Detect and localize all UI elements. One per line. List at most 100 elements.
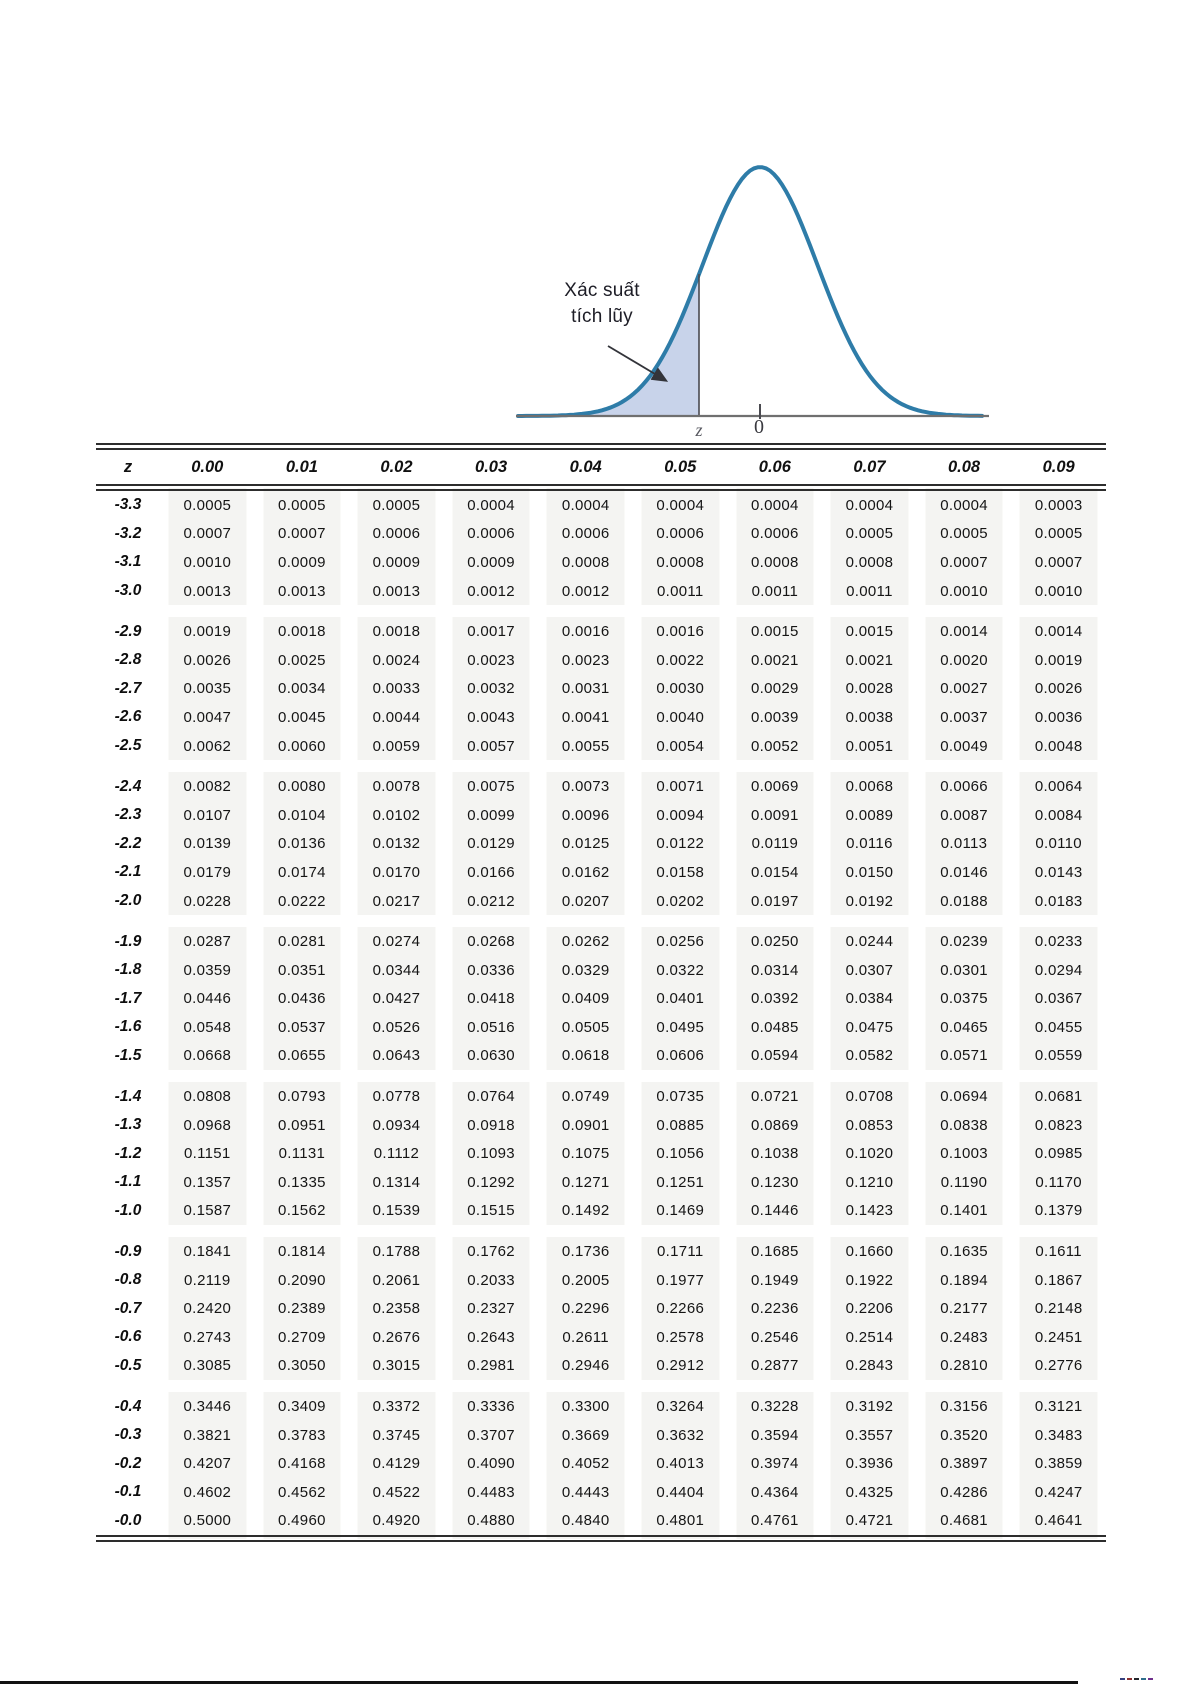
table-cell: 0.2358 <box>349 1294 444 1324</box>
table-cell: 0.0197 <box>727 886 823 916</box>
table-cell: 0.0367 <box>1011 984 1106 1014</box>
table-cell: 0.3520 <box>916 1420 1012 1450</box>
table-cell: 0.3228 <box>727 1392 823 1421</box>
table-cell: 0.0107 <box>160 800 255 830</box>
table-row: -1.2 0.1151 0.1131 0.1112 0.1093 0.1075 0.1056… <box>96 1139 1106 1169</box>
row-label-z: -1.6 <box>114 1018 142 1036</box>
table-cell: 0.0049 <box>916 731 1012 761</box>
table-row: -2.0 0.0228 0.0222 0.0217 0.0212 0.0207 0.0202… <box>96 886 1106 916</box>
table-row: -2.3 0.0107 0.0104 0.0102 0.0099 0.0096 0.0094… <box>96 800 1106 830</box>
table-cell: 0.0005 <box>916 519 1012 549</box>
table-cell: 0.0096 <box>538 800 633 830</box>
table-cell: 0.1562 <box>254 1196 350 1226</box>
table-cell: 0.0244 <box>822 927 917 956</box>
table-cell: 0.1446 <box>727 1196 823 1226</box>
table-row: -2.7 0.0035 0.0034 0.0033 0.0032 0.0031 0.0030… <box>96 674 1106 704</box>
table-cell: 0.2206 <box>822 1294 917 1324</box>
table-cell: 0.0934 <box>349 1110 444 1140</box>
table-cell: 0.3783 <box>254 1420 350 1450</box>
table-cell: 0.0020 <box>916 645 1012 675</box>
table-cell: 0.0057 <box>443 731 539 761</box>
table-cell: 0.0314 <box>727 955 823 985</box>
row-label-z: -1.3 <box>114 1116 142 1134</box>
table-row: -1.3 0.0968 0.0951 0.0934 0.0918 0.0901 0.0885… <box>96 1110 1106 1140</box>
table-cell: 0.0010 <box>916 576 1012 606</box>
table-cell: 0.4880 <box>443 1506 539 1539</box>
table-cell: 0.0516 <box>443 1013 539 1042</box>
table-cell: 0.0838 <box>916 1110 1012 1140</box>
table-cell: 0.4247 <box>1011 1478 1106 1507</box>
table-cell: 0.0170 <box>349 858 444 887</box>
table-row: -1.1 0.1357 0.1335 0.1314 0.1292 0.1271 0.1251… <box>96 1168 1106 1197</box>
group-spacer <box>96 605 1106 617</box>
table-cell: 0.4325 <box>822 1478 917 1507</box>
group-spacer <box>96 1225 1106 1237</box>
table-cell: 0.0004 <box>916 487 1012 520</box>
table-cell: 0.2389 <box>254 1294 350 1324</box>
table-cell: 0.0039 <box>727 703 823 732</box>
table-cell: 0.3594 <box>727 1420 823 1450</box>
table-cell: 0.0307 <box>822 955 917 985</box>
column-header: z <box>96 446 160 491</box>
table-cell: 0.0013 <box>349 576 444 606</box>
row-label-z: -0.5 <box>114 1356 142 1374</box>
table-cell: 0.3557 <box>822 1420 917 1450</box>
table-cell: 0.3015 <box>349 1351 444 1381</box>
table-row: -2.4 0.0082 0.0080 0.0078 0.0075 0.0073 0.0071… <box>96 772 1106 801</box>
table-cell: 0.0150 <box>822 858 917 887</box>
table-cell: 0.4761 <box>727 1506 823 1539</box>
table-cell: 0.1469 <box>632 1196 728 1226</box>
row-label-z: -0.4 <box>114 1397 142 1415</box>
table-cell: 0.0006 <box>727 519 823 549</box>
table-cell: 0.0344 <box>349 955 444 985</box>
table-cell: 0.0022 <box>632 645 728 675</box>
row-label-z: -0.0 <box>114 1511 142 1529</box>
table-cell: 0.1210 <box>822 1168 917 1197</box>
table-cell: 0.4286 <box>916 1478 1012 1507</box>
table-cell: 0.2148 <box>1011 1294 1106 1324</box>
table-cell: 0.0008 <box>822 548 917 577</box>
table-cell: 0.2119 <box>160 1265 255 1295</box>
table-cell: 0.0009 <box>254 548 350 577</box>
table-cell: 0.4364 <box>727 1478 823 1507</box>
table-cell: 0.0006 <box>443 519 539 549</box>
column-header: 0.05 <box>632 446 728 491</box>
table-cell: 0.0091 <box>727 800 823 830</box>
table-cell: 0.4602 <box>160 1478 255 1507</box>
table-row: -0.5 0.3085 0.3050 0.3015 0.2981 0.2946 0.2912… <box>96 1351 1106 1381</box>
table-cell: 0.1660 <box>822 1237 917 1266</box>
table-row: -2.9 0.0019 0.0018 0.0018 0.0017 0.0016 0.0016… <box>96 617 1106 646</box>
table-cell: 0.0004 <box>443 487 539 520</box>
table-row: -1.9 0.0287 0.0281 0.0274 0.0268 0.0262 0.0256… <box>96 927 1106 956</box>
table-cell: 0.0026 <box>1011 674 1106 704</box>
table-cell: 0.0035 <box>160 674 255 704</box>
table-cell: 0.0294 <box>1011 955 1106 985</box>
table-cell: 0.3897 <box>916 1449 1012 1478</box>
table-cell: 0.0630 <box>443 1041 539 1071</box>
table-row: -2.8 0.0026 0.0025 0.0024 0.0023 0.0023 0.0022… <box>96 645 1106 675</box>
table-cell: 0.0174 <box>254 858 350 887</box>
row-label-z: -0.7 <box>114 1299 142 1317</box>
table-cell: 0.0188 <box>916 886 1012 916</box>
table-cell: 0.1977 <box>632 1265 728 1295</box>
table-row: -3.0 0.0013 0.0013 0.0013 0.0012 0.0012 0.0011… <box>96 576 1106 606</box>
page-bottom-rule <box>0 1681 1078 1684</box>
table-cell: 0.2578 <box>632 1323 728 1352</box>
table-cell: 0.0069 <box>727 772 823 801</box>
group-spacer <box>96 1380 1106 1392</box>
table-cell: 0.1922 <box>822 1265 917 1295</box>
table-cell: 0.4641 <box>1011 1506 1106 1539</box>
table-cell: 0.3859 <box>1011 1449 1106 1478</box>
table-cell: 0.0059 <box>349 731 444 761</box>
table-cell: 0.0008 <box>538 548 633 577</box>
table-cell: 0.0446 <box>160 984 255 1014</box>
table-cell: 0.0129 <box>443 829 539 859</box>
table-cell: 0.0031 <box>538 674 633 704</box>
table-cell: 0.4522 <box>349 1478 444 1507</box>
table-cell: 0.0015 <box>822 617 917 646</box>
table-cell: 0.0110 <box>1011 829 1106 859</box>
row-label-z: -0.6 <box>114 1328 142 1346</box>
table-cell: 0.0228 <box>160 886 255 916</box>
table-cell: 0.3483 <box>1011 1420 1106 1450</box>
